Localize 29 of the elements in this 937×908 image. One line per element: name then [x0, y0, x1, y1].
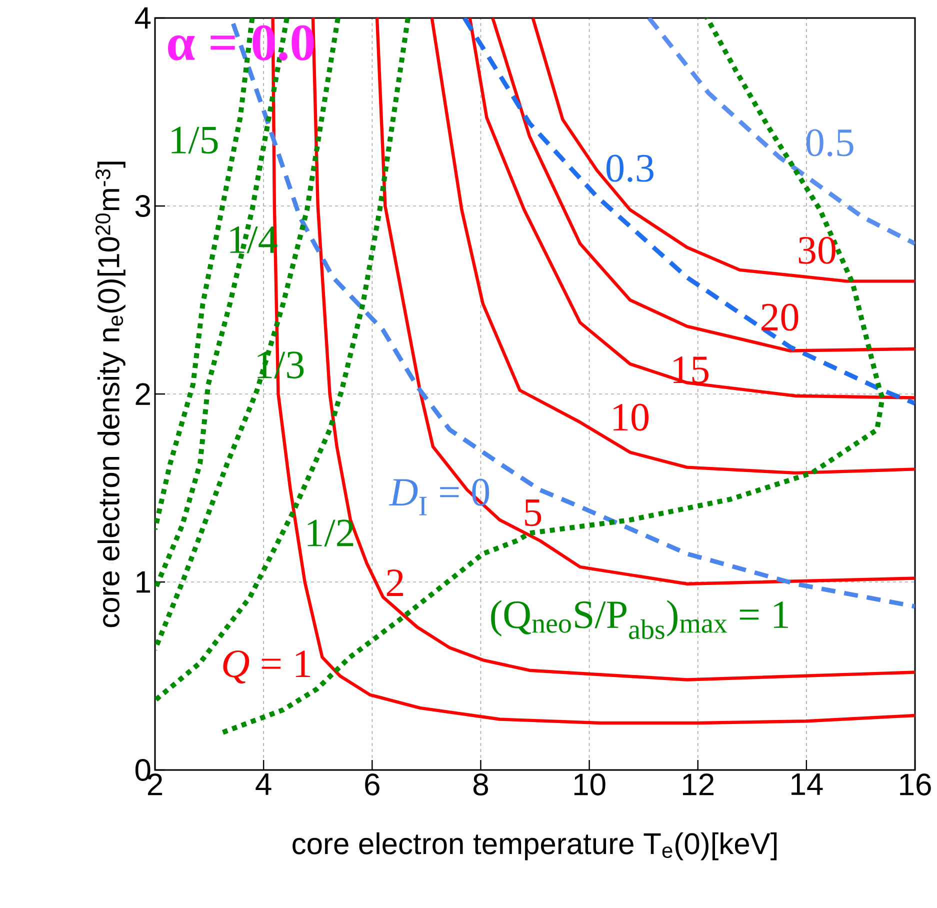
annotation: 2	[386, 570, 403, 596]
y-axis-title: core electron density n$_{e}$(0)[10$^{20}$m$^{-3}$]	[96, 162, 126, 628]
x-axis-title: core electron temperature T$_{e}$(0)[keV]	[292, 832, 777, 860]
x-tick-label: 6	[365, 774, 380, 796]
annotation: 30	[798, 236, 836, 264]
annotation: 0.3	[606, 154, 654, 182]
annotation: 0.5	[806, 129, 854, 156]
annotation: 1/5	[172, 126, 218, 154]
annotation: D$_{I}$ = 0	[388, 478, 490, 516]
annotation: 20	[762, 304, 798, 331]
x-tick-label: 4	[256, 774, 272, 795]
y-tick-label: 0	[135, 759, 150, 781]
x-tick-label: 16	[900, 774, 931, 796]
y-tick-label: 3	[135, 195, 150, 217]
annotation: 5	[525, 500, 542, 526]
x-tick-label: 8	[473, 774, 488, 796]
x-tick-label: 10	[574, 774, 606, 796]
x-tick-label: 14	[792, 774, 823, 795]
annotation: 10	[614, 404, 648, 431]
line-series	[491, 18, 916, 352]
annotation: (Q$_{neo}$S/P$_{abs}$)$_{max}$ = 1	[491, 600, 788, 640]
annotation: 1/2	[308, 520, 354, 547]
y-tick-label: 1	[136, 571, 150, 593]
line-series	[531, 18, 916, 283]
x-tick-label: 12	[682, 774, 714, 796]
y-tick-label: 2	[136, 383, 150, 405]
line-series	[430, 18, 916, 475]
annotation: Q = 1	[223, 650, 310, 684]
y-tick-label: 4	[134, 7, 151, 29]
